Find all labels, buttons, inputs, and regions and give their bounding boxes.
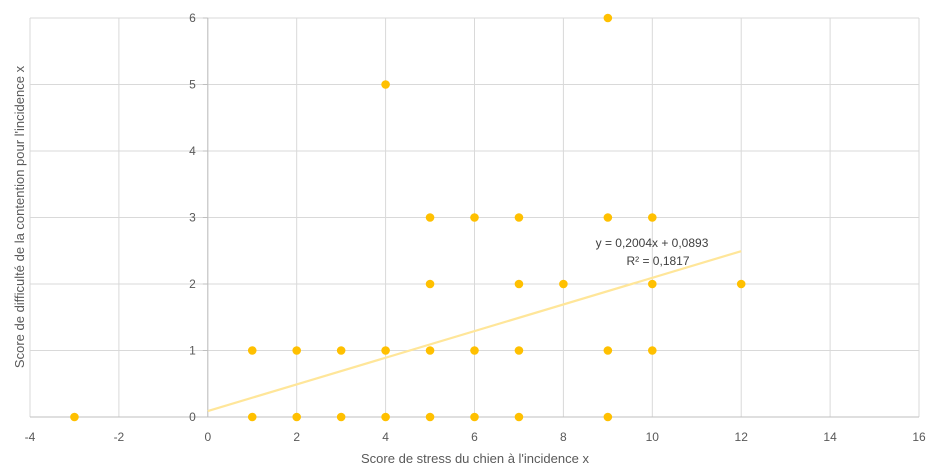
data-point — [648, 213, 657, 222]
data-point — [603, 13, 613, 23]
data-point — [425, 412, 435, 422]
data-point — [470, 213, 479, 222]
x-tick-label: 6 — [471, 430, 478, 444]
y-tick-label: 6 — [189, 11, 196, 25]
data-point — [70, 412, 79, 422]
data-point — [247, 412, 257, 422]
x-tick-label: 10 — [646, 430, 660, 444]
trendline-r2: R² = 0,1817 — [626, 254, 689, 268]
data-point — [425, 279, 435, 289]
data-point — [381, 80, 390, 89]
x-axis-title: Score de stress du chien à l'incidence x — [361, 451, 589, 466]
y-axis-title: Score de difficulté de la contention pou… — [12, 65, 27, 368]
data-point — [514, 412, 524, 422]
data-point — [247, 346, 257, 355]
data-point — [425, 346, 435, 355]
x-tick-label: 16 — [912, 430, 926, 444]
x-tick-label: 4 — [382, 430, 389, 444]
data-points — [70, 13, 746, 422]
data-point — [292, 412, 302, 422]
x-tick-labels: -4 -2 0 2 4 6 8 10 12 14 16 — [25, 430, 926, 444]
data-point — [470, 412, 479, 422]
x-tick-label: -4 — [25, 430, 36, 444]
x-tick-label: 0 — [204, 430, 211, 444]
data-point — [336, 346, 346, 355]
data-point — [603, 346, 613, 355]
y-tick-label: 0 — [189, 410, 196, 424]
x-tick-label: 2 — [293, 430, 300, 444]
data-point — [514, 346, 524, 355]
data-point — [292, 346, 302, 355]
data-point — [381, 412, 390, 422]
data-point — [514, 213, 524, 222]
x-tick-label: -2 — [114, 430, 125, 444]
x-tick-label: 8 — [560, 430, 567, 444]
trendline — [207, 250, 742, 413]
y-tick-label: 4 — [189, 144, 196, 158]
y-tick-labels: 0 1 2 3 4 5 6 — [189, 11, 196, 424]
data-point — [381, 346, 390, 355]
data-point — [736, 279, 746, 289]
data-point — [603, 213, 613, 222]
y-tick-label: 1 — [189, 344, 196, 358]
data-point — [336, 412, 346, 422]
y-tick-label: 2 — [189, 277, 196, 291]
y-tick-label: 3 — [189, 211, 196, 225]
data-point — [648, 346, 657, 355]
data-point — [425, 213, 435, 222]
data-point — [470, 346, 479, 355]
x-tick-label: 12 — [735, 430, 749, 444]
y-tick-label: 5 — [189, 78, 196, 92]
trendline-group — [207, 250, 742, 413]
data-point — [514, 279, 524, 289]
trendline-equation: y = 0,2004x + 0,0893 — [596, 236, 709, 250]
data-point — [603, 412, 613, 422]
data-point — [648, 279, 657, 289]
x-tick-label: 14 — [823, 430, 837, 444]
data-point — [559, 279, 568, 289]
